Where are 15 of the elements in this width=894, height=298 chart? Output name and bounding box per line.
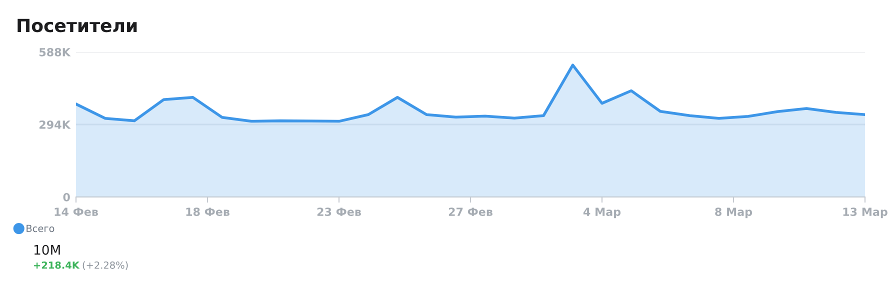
y-tick-label: 588K — [40, 48, 71, 56]
x-tick-label: 8 Мар — [715, 208, 752, 218]
x-tick-label: 14 Фев — [54, 208, 98, 216]
x-tick-label: 27 Фев — [448, 208, 492, 216]
x-tick-label: 13 Мар — [843, 208, 888, 218]
text: +218.4K — [34, 261, 80, 269]
legend-label: Всего — [26, 224, 54, 232]
text: 10M — [34, 244, 60, 255]
chart-title: Посетители — [18, 18, 137, 32]
y-tick-label: 294K — [40, 120, 71, 129]
x-tick-label: 23 Фев — [317, 208, 361, 216]
text: (+2.28%) — [82, 261, 128, 270]
x-tick-label: 4 Мар — [583, 208, 621, 218]
y-tick-label: 0 — [63, 192, 70, 202]
x-tick-label: 18 Фев — [186, 208, 230, 216]
